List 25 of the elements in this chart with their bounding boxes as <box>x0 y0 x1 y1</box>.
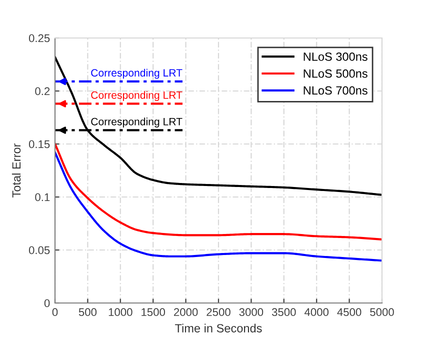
x-tick-label: 3500 <box>272 308 296 316</box>
x-tick-label: 4500 <box>337 308 362 316</box>
x-tick-label: 2000 <box>174 308 198 316</box>
x-axis-title: Time in Seconds <box>175 324 262 332</box>
y-tick-label: 0.1 <box>35 193 50 202</box>
annotation: Corresponding LRT <box>91 91 182 101</box>
legend-label: NLoS 700ns <box>304 86 368 95</box>
y-axis-title: Total Error <box>12 143 21 198</box>
y-tick-label: 0.15 <box>28 140 50 148</box>
x-tick-label: 2500 <box>206 308 230 316</box>
legend-label: NLoS 500ns <box>304 69 368 78</box>
annotation: Corresponding LRT <box>91 118 182 128</box>
y-tick-label: 0.25 <box>28 34 50 42</box>
x-tick-label: 0 <box>52 308 58 316</box>
x-tick-label: 4000 <box>304 308 329 316</box>
y-tick-label: 0 <box>44 299 50 308</box>
legend-label: NLoS 300ns <box>304 52 368 61</box>
x-tick-label: 3000 <box>239 308 264 316</box>
x-tick-label: 1000 <box>108 308 132 316</box>
y-tick-label: 0.2 <box>35 87 50 96</box>
annotation: Corresponding LRT <box>91 68 182 79</box>
x-tick-label: 1500 <box>142 308 166 316</box>
x-tick-label: 5000 <box>370 308 394 316</box>
x-tick-label: 500 <box>78 308 97 316</box>
y-tick-label: 0.05 <box>28 246 50 254</box>
